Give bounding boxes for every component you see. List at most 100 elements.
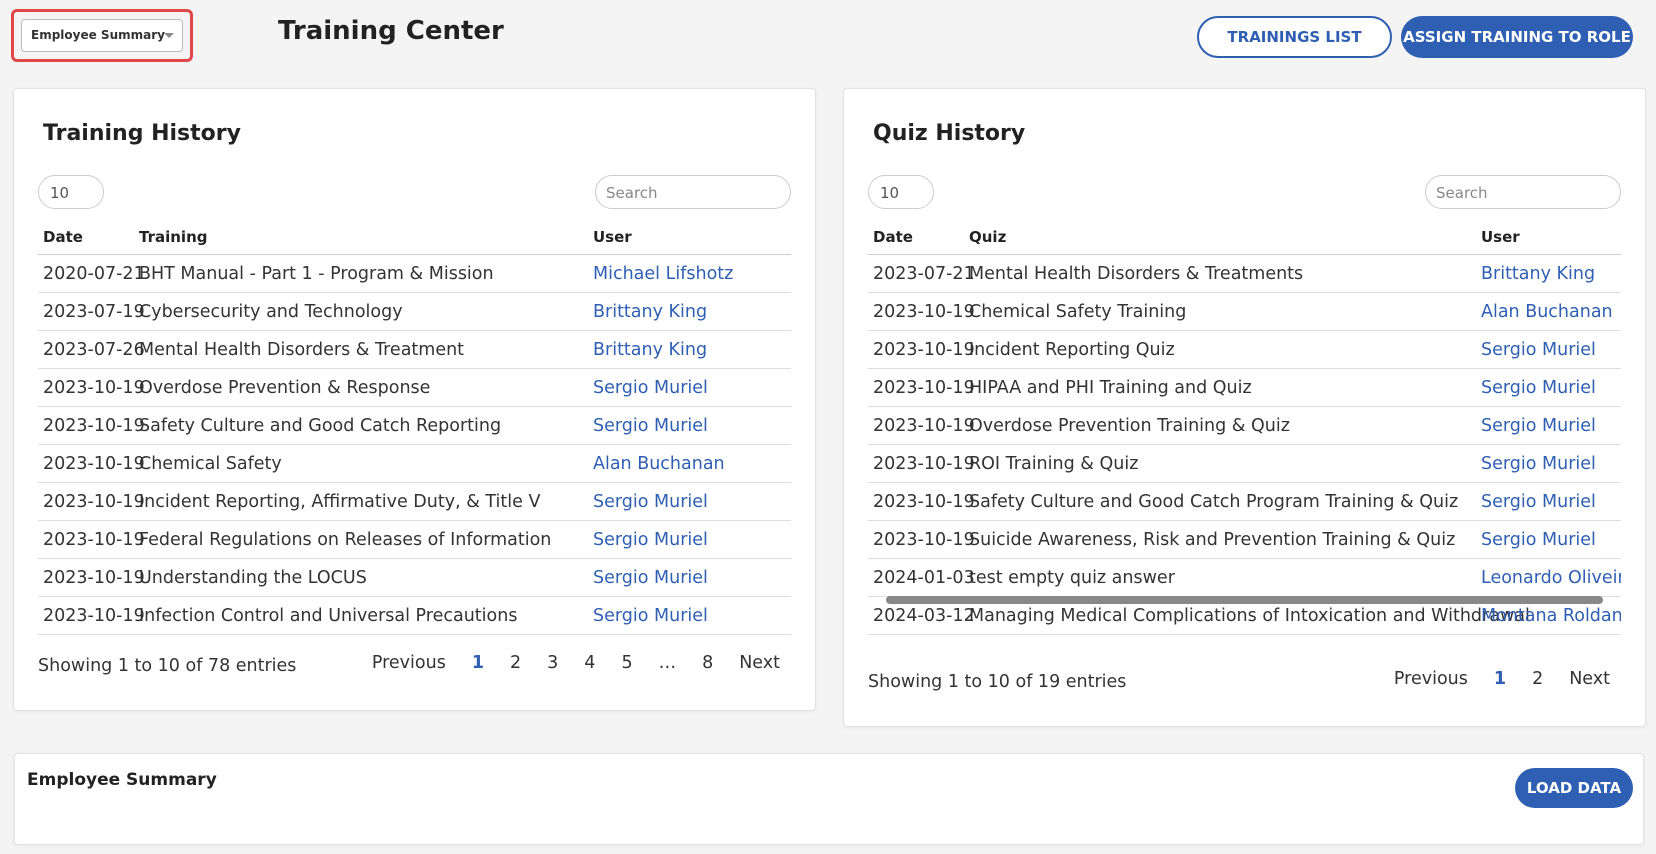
- user-link[interactable]: Sergio Muriel: [593, 567, 708, 588]
- pagination: Previous 1 2 3 4 5 … 8 Next: [359, 653, 793, 673]
- table-row: 2023-07-26 Mental Health Disorders & Trea…: [38, 331, 791, 369]
- table-cell: 2023-10-19: [43, 605, 145, 626]
- button-label: ASSIGN TRAINING TO ROLE: [1403, 28, 1631, 46]
- page-button[interactable]: 1: [1493, 669, 1507, 689]
- table-row: 2023-10-19 Chemical Safety Alan Buchanan: [38, 445, 791, 483]
- section-title: Employee Summary: [27, 770, 217, 790]
- user-link[interactable]: Sergio Muriel: [593, 529, 708, 550]
- horizontal-scrollbar[interactable]: [868, 594, 1621, 606]
- column-header[interactable]: Date: [873, 227, 913, 246]
- user-link[interactable]: Sergio Muriel: [1481, 415, 1596, 436]
- table-cell: 2023-10-19: [43, 415, 145, 436]
- table-cell: 2023-10-19: [873, 491, 975, 512]
- table-info: Showing 1 to 10 of 78 entries: [38, 656, 297, 676]
- user-link[interactable]: Sergio Muriel: [1481, 491, 1596, 512]
- page-button[interactable]: 8: [702, 653, 714, 673]
- column-header[interactable]: Training: [139, 227, 208, 246]
- table-cell: 2023-10-19: [873, 453, 975, 474]
- user-link[interactable]: Leonardo Oliveira: [1481, 567, 1621, 588]
- column-header[interactable]: Date: [43, 227, 83, 246]
- button-label: TRAININGS LIST: [1227, 28, 1362, 46]
- page-length-select[interactable]: 10: [868, 175, 934, 209]
- header: Employee Summary Training Center TRAININ…: [0, 0, 1656, 80]
- user-link[interactable]: Sergio Muriel: [1481, 453, 1596, 474]
- view-dropdown[interactable]: Employee Summary: [11, 9, 193, 62]
- table-cell: 2023-07-26: [43, 339, 145, 360]
- user-link[interactable]: Alan Buchanan: [1481, 301, 1613, 322]
- column-header[interactable]: User: [593, 227, 632, 246]
- table-row: 2024-01-03 test empty quiz answer Leonardo…: [868, 559, 1621, 597]
- search-input[interactable]: Search: [595, 175, 791, 209]
- user-link[interactable]: Brittany King: [593, 301, 708, 322]
- page-button[interactable]: 4: [584, 653, 596, 673]
- table-cell: 2023-10-19: [43, 567, 145, 588]
- table-row: 2023-10-19 Incident Reporting, Affirmativ…: [38, 483, 791, 521]
- table-cell: 2023-10-19: [873, 339, 975, 360]
- user-link[interactable]: Sergio Muriel: [1481, 529, 1596, 550]
- load-data-button[interactable]: LOAD DATA: [1515, 768, 1633, 808]
- table-cell: Overdose Prevention Training & Quiz: [969, 415, 1290, 436]
- table-cell: 2024-01-03: [873, 567, 975, 588]
- page-button[interactable]: …: [658, 653, 677, 673]
- training-history-panel: Training History 10 Search Date Training User…: [13, 88, 816, 711]
- table-row: 2023-10-19 Federal Regulations on Release…: [38, 521, 791, 559]
- panel-title: Quiz History: [873, 121, 1026, 146]
- table-cell: Mental Health Disorders & Treatments: [969, 263, 1304, 284]
- user-link[interactable]: Montana Roldan: [1481, 605, 1621, 626]
- user-link[interactable]: Brittany King: [593, 339, 708, 360]
- table-cell: Chemical Safety Training: [969, 301, 1187, 322]
- table-row: 2024-03-12 Managing Medical Complications…: [868, 597, 1621, 635]
- data-table: Date Training User 2020-07-21 BHT Manual - P…: [38, 219, 791, 635]
- trainings-list-button[interactable]: TRAININGS LIST: [1197, 16, 1392, 58]
- table-cell: 2023-10-19: [43, 491, 145, 512]
- page-button[interactable]: Next: [739, 653, 780, 673]
- user-link[interactable]: Sergio Muriel: [593, 491, 708, 512]
- user-link[interactable]: Michael Lifshotz: [593, 263, 734, 284]
- table-cell: Chemical Safety: [139, 453, 282, 474]
- user-link[interactable]: Sergio Muriel: [1481, 377, 1596, 398]
- table-cell: 2020-07-21: [43, 263, 145, 284]
- page-button[interactable]: 1: [471, 653, 485, 673]
- table-header: Date Training User: [38, 219, 791, 255]
- table-row: 2023-07-19 Cybersecurity and Technology Br…: [38, 293, 791, 331]
- button-label: LOAD DATA: [1526, 779, 1622, 797]
- table-cell: Suicide Awareness, Risk and Prevention T…: [969, 529, 1456, 550]
- page-button[interactable]: 5: [621, 653, 633, 673]
- page-length-select[interactable]: 10: [38, 175, 104, 209]
- user-link[interactable]: Sergio Muriel: [1481, 339, 1596, 360]
- table-row: 2023-10-19 Overdose Prevention Training &…: [868, 407, 1621, 445]
- column-header[interactable]: Quiz: [969, 227, 1007, 246]
- table-info: Showing 1 to 10 of 19 entries: [868, 672, 1127, 692]
- table-cell: Safety Culture and Good Catch Program Tr…: [969, 491, 1459, 512]
- user-link[interactable]: Alan Buchanan: [593, 453, 725, 474]
- user-link[interactable]: Sergio Muriel: [593, 415, 708, 436]
- table-cell: 2023-10-19: [43, 377, 145, 398]
- page-button[interactable]: 2: [1532, 669, 1544, 689]
- page-button[interactable]: 2: [510, 653, 522, 673]
- user-link[interactable]: Sergio Muriel: [593, 605, 708, 626]
- user-link[interactable]: Brittany King: [1481, 263, 1596, 284]
- scroll-thumb[interactable]: [886, 596, 1603, 604]
- table-cell: BHT Manual - Part 1 - Program & Mission: [139, 263, 494, 284]
- table-cell: Incident Reporting, Affirmative Duty, & …: [139, 491, 541, 512]
- page-button[interactable]: Previous: [1393, 669, 1468, 689]
- pagination: Previous 1 2 Next: [1381, 669, 1623, 689]
- search-input[interactable]: Search: [1425, 175, 1621, 209]
- table-cell: Infection Control and Universal Precauti…: [139, 605, 518, 626]
- table-cell: Overdose Prevention & Response: [139, 377, 431, 398]
- table-cell: 2023-10-19: [873, 529, 975, 550]
- column-header[interactable]: User: [1481, 227, 1520, 246]
- table-cell: Incident Reporting Quiz: [969, 339, 1175, 360]
- page-button[interactable]: 3: [547, 653, 559, 673]
- table-cell: Mental Health Disorders & Treatment: [139, 339, 465, 360]
- assign-training-button[interactable]: ASSIGN TRAINING TO ROLE: [1401, 16, 1633, 58]
- table-cell: 2023-10-19: [43, 529, 145, 550]
- table-cell: 2023-07-19: [43, 301, 145, 322]
- page-button[interactable]: Next: [1569, 669, 1610, 689]
- table-row: 2023-07-21 Mental Health Disorders & Trea…: [868, 255, 1621, 293]
- dropdown-value[interactable]: Employee Summary: [21, 19, 183, 52]
- table-row: 2023-10-19 Overdose Prevention & Response…: [38, 369, 791, 407]
- panel-title: Training History: [43, 121, 241, 146]
- user-link[interactable]: Sergio Muriel: [593, 377, 708, 398]
- page-button[interactable]: Previous: [371, 653, 446, 673]
